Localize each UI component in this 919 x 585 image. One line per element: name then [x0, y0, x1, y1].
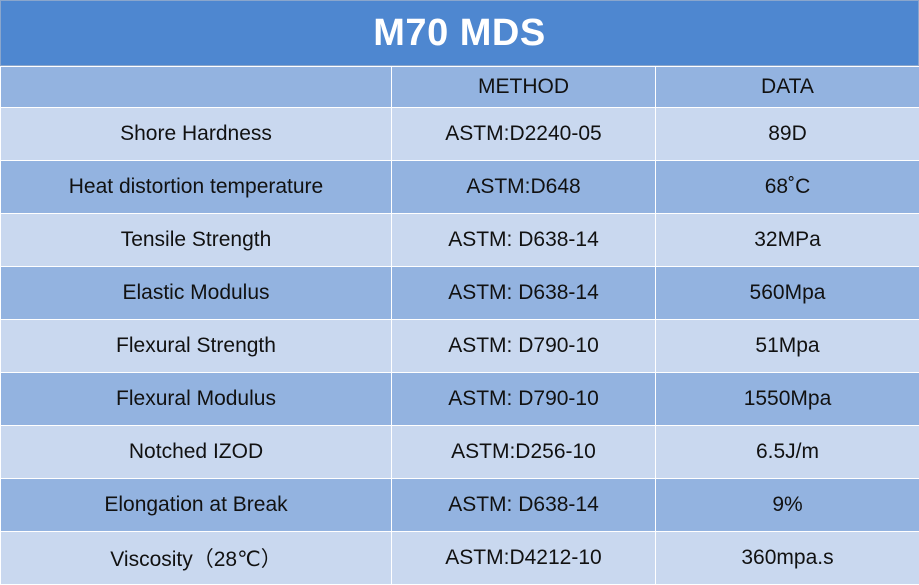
- property-cell: Notched IZOD: [1, 426, 392, 479]
- table-row: Tensile Strength ASTM: D638-14 32MPa: [1, 214, 919, 267]
- header-property: [1, 67, 392, 108]
- value-cell: 89D: [656, 108, 919, 161]
- property-cell: Tensile Strength: [1, 214, 392, 267]
- header-data: DATA: [656, 67, 919, 108]
- value-cell: 360mpa.s: [656, 532, 919, 585]
- table-header-row: METHOD DATA: [1, 67, 919, 108]
- method-cell: ASTM: D638-14: [392, 479, 656, 532]
- table-row: Viscosity（28℃） ASTM:D4212-10 360mpa.s: [1, 532, 919, 585]
- table-row: Notched IZOD ASTM:D256-10 6.5J/m: [1, 426, 919, 479]
- table-row: Elongation at Break ASTM: D638-14 9%: [1, 479, 919, 532]
- table-row: Heat distortion temperature ASTM:D648 68…: [1, 161, 919, 214]
- value-cell: 6.5J/m: [656, 426, 919, 479]
- method-cell: ASTM: D790-10: [392, 320, 656, 373]
- value-cell: 9%: [656, 479, 919, 532]
- value-cell: 51Mpa: [656, 320, 919, 373]
- method-cell: ASTM:D2240-05: [392, 108, 656, 161]
- property-cell: Flexural Modulus: [1, 373, 392, 426]
- method-cell: ASTM: D638-14: [392, 267, 656, 320]
- property-cell: Viscosity（28℃）: [1, 532, 392, 585]
- property-cell: Shore Hardness: [1, 108, 392, 161]
- value-cell: 32MPa: [656, 214, 919, 267]
- table-row: Flexural Modulus ASTM: D790-10 1550Mpa: [1, 373, 919, 426]
- method-cell: ASTM:D4212-10: [392, 532, 656, 585]
- method-cell: ASTM: D638-14: [392, 214, 656, 267]
- property-cell: Flexural Strength: [1, 320, 392, 373]
- method-cell: ASTM: D790-10: [392, 373, 656, 426]
- property-cell: Heat distortion temperature: [1, 161, 392, 214]
- value-cell: 68˚C: [656, 161, 919, 214]
- page-title: M70 MDS: [373, 12, 545, 55]
- table-row: Shore Hardness ASTM:D2240-05 89D: [1, 108, 919, 161]
- property-cell: Elongation at Break: [1, 479, 392, 532]
- table-row: Elastic Modulus ASTM: D638-14 560Mpa: [1, 267, 919, 320]
- table-row: Flexural Strength ASTM: D790-10 51Mpa: [1, 320, 919, 373]
- value-cell: 1550Mpa: [656, 373, 919, 426]
- property-cell: Elastic Modulus: [1, 267, 392, 320]
- method-cell: ASTM:D648: [392, 161, 656, 214]
- value-cell: 560Mpa: [656, 267, 919, 320]
- method-cell: ASTM:D256-10: [392, 426, 656, 479]
- spec-table: METHOD DATA Shore Hardness ASTM:D2240-05…: [0, 66, 919, 585]
- title-bar: M70 MDS: [0, 0, 919, 66]
- header-method: METHOD: [392, 67, 656, 108]
